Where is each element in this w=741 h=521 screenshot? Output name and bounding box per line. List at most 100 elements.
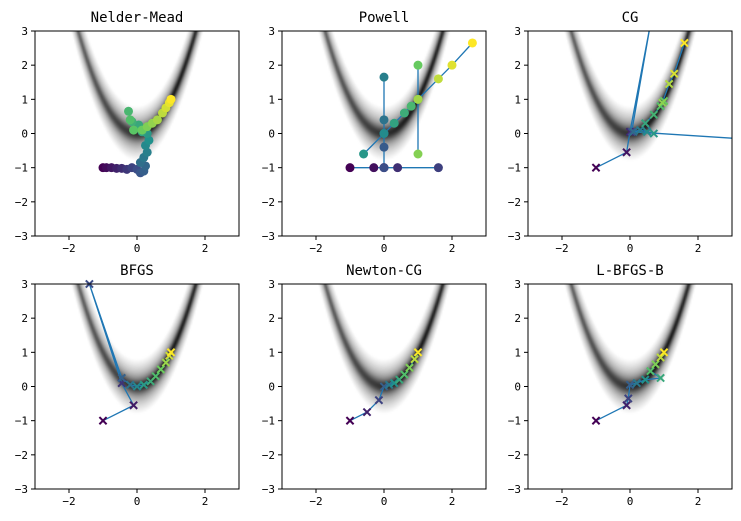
step-marker <box>433 163 443 173</box>
x-tick-label: 0 <box>381 242 388 255</box>
x-tick-label: 2 <box>449 242 456 255</box>
y-tick-label: −3 <box>508 483 521 496</box>
y-tick-label: −3 <box>262 483 275 496</box>
step-marker <box>622 147 631 157</box>
y-tick-label: 1 <box>21 346 28 359</box>
y-tick-label: −2 <box>15 196 28 209</box>
y-tick-label: −1 <box>262 162 275 175</box>
step-marker <box>664 79 674 89</box>
step-marker <box>117 373 127 383</box>
subplot-5: −2 0 2 −3 −2 −1 0 1 2 3 Newton-CG <box>262 263 487 508</box>
step-marker <box>413 348 423 357</box>
x-tick-label: 2 <box>695 242 702 255</box>
y-tick-label: 2 <box>514 59 521 72</box>
y-tick-label: −2 <box>15 449 28 462</box>
step-marker <box>659 348 669 357</box>
y-tick-label: −1 <box>15 415 28 428</box>
contour-background <box>35 31 239 236</box>
step-marker <box>656 373 665 383</box>
y-tick-label: −2 <box>508 449 521 462</box>
step-marker <box>144 135 154 145</box>
step-marker <box>132 382 142 391</box>
subplot-title: CG <box>622 10 639 26</box>
y-tick-label: 0 <box>268 128 275 141</box>
y-tick-label: 2 <box>21 59 28 72</box>
step-marker <box>166 94 176 104</box>
y-tick-label: 0 <box>268 381 275 394</box>
x-tick-label: 2 <box>449 495 456 508</box>
step-marker <box>413 149 423 159</box>
subplot-3: −2 0 2 −3 −2 −1 0 1 2 3 CG <box>508 10 733 255</box>
x-tick-label: 0 <box>627 242 634 255</box>
y-tick-label: −3 <box>15 483 28 496</box>
y-tick-label: 3 <box>514 278 521 291</box>
step-marker <box>139 380 149 390</box>
x-tick-label: 0 <box>381 495 388 508</box>
step-marker <box>124 106 133 116</box>
x-tick-label: −2 <box>555 495 568 508</box>
step-marker <box>379 72 389 82</box>
step-marker <box>125 115 135 125</box>
y-tick-label: −3 <box>508 230 521 243</box>
step-marker <box>129 400 138 410</box>
x-tick-label: −2 <box>555 242 568 255</box>
subplot-title: L-BFGS-B <box>596 263 663 279</box>
step-marker <box>640 375 650 384</box>
step-marker <box>410 354 419 364</box>
y-tick-label: 3 <box>21 278 28 291</box>
y-tick-label: 0 <box>514 381 521 394</box>
y-tick-label: 2 <box>514 312 521 325</box>
x-tick-label: 2 <box>202 242 209 255</box>
subplot-title: Nelder-Mead <box>91 10 184 26</box>
step-marker <box>649 110 659 120</box>
subplot-6: −2 0 2 −3 −2 −1 0 1 2 3 L-BFGS-B <box>508 263 733 508</box>
step-marker <box>656 353 665 362</box>
subplot-1: −2 0 2 −3 −2 −1 0 1 2 3 Nelder-Mead <box>15 10 240 255</box>
step-marker <box>622 400 631 410</box>
step-marker <box>657 98 667 108</box>
y-tick-label: 0 <box>21 128 28 141</box>
step-marker <box>379 163 389 173</box>
step-marker <box>627 127 637 137</box>
step-marker <box>642 127 652 137</box>
step-marker <box>345 416 355 425</box>
step-marker <box>125 380 135 390</box>
y-tick-label: 2 <box>21 312 28 325</box>
y-tick-label: −1 <box>15 162 28 175</box>
x-tick-label: 2 <box>695 495 702 508</box>
y-tick-label: 1 <box>514 93 521 106</box>
step-marker <box>635 125 645 135</box>
step-marker <box>646 366 655 376</box>
step-marker <box>389 118 399 128</box>
y-tick-label: 2 <box>268 312 275 325</box>
step-marker <box>374 395 384 405</box>
y-tick-label: 0 <box>21 381 28 394</box>
step-marker <box>629 127 638 137</box>
x-tick-label: −2 <box>309 242 322 255</box>
subplot-2: −2 0 2 −3 −2 −1 0 1 2 3 Powell <box>262 10 487 255</box>
optimizer-path-line <box>350 42 473 169</box>
step-marker <box>129 125 139 135</box>
y-tick-label: 3 <box>514 25 521 38</box>
step-marker <box>651 359 660 369</box>
step-marker <box>632 378 642 388</box>
y-tick-label: 3 <box>268 25 275 38</box>
step-marker <box>640 118 650 128</box>
step-marker <box>467 38 477 48</box>
subplot-title: Powell <box>359 10 410 26</box>
x-tick-label: −2 <box>62 242 75 255</box>
step-marker <box>406 101 416 111</box>
y-tick-label: 2 <box>268 59 275 72</box>
step-marker <box>345 163 355 173</box>
y-tick-label: 1 <box>268 346 275 359</box>
step-marker <box>166 348 176 357</box>
step-marker <box>405 363 414 373</box>
x-tick-label: −2 <box>309 495 322 508</box>
step-marker <box>98 416 108 425</box>
step-marker <box>400 370 409 379</box>
step-marker <box>379 115 389 125</box>
step-marker <box>399 108 409 118</box>
step-marker <box>161 358 171 367</box>
y-tick-label: −2 <box>262 196 275 209</box>
y-tick-label: −2 <box>262 449 275 462</box>
